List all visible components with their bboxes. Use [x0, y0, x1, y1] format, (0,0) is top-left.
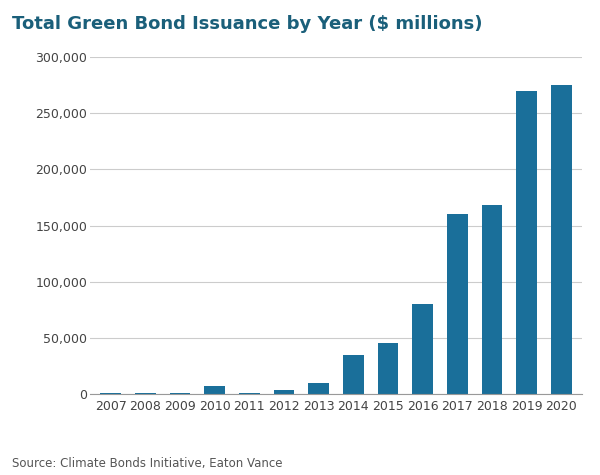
Bar	[274, 390, 295, 394]
Bar	[205, 386, 225, 394]
Text: Source: Climate Bonds Initiative, Eaton Vance: Source: Climate Bonds Initiative, Eaton …	[12, 457, 283, 470]
Bar	[170, 393, 190, 394]
Bar	[551, 85, 572, 394]
Bar	[412, 304, 433, 394]
Bar	[239, 392, 260, 394]
Bar	[308, 383, 329, 394]
Bar	[135, 392, 156, 394]
Bar	[343, 355, 364, 394]
Bar	[447, 214, 467, 394]
Bar	[377, 342, 398, 394]
Bar	[482, 205, 502, 394]
Bar	[100, 393, 121, 394]
Bar	[516, 91, 537, 394]
Text: Total Green Bond Issuance by Year ($ millions): Total Green Bond Issuance by Year ($ mil…	[12, 15, 482, 33]
